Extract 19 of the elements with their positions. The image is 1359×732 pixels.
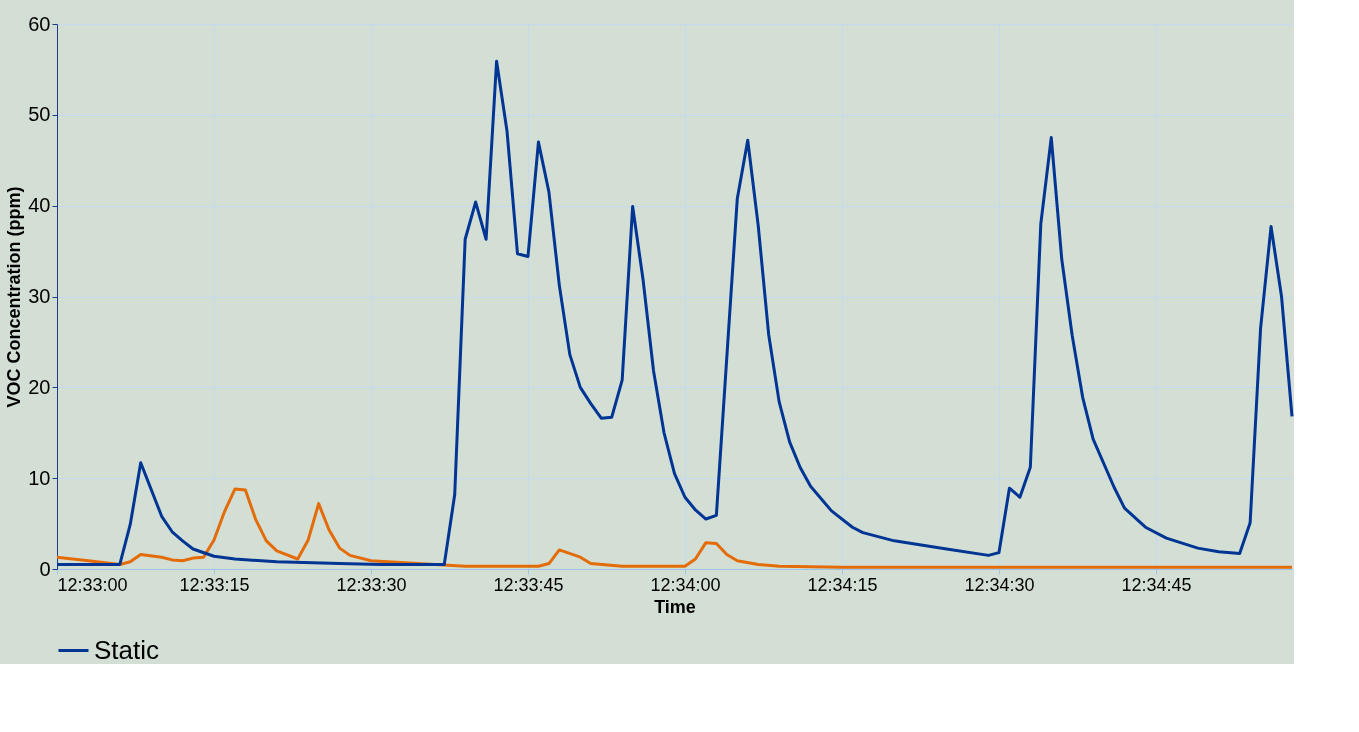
x-tick-label: 12:33:15 bbox=[179, 574, 250, 595]
x-tick-label: 12:33:45 bbox=[493, 574, 564, 595]
line-series bbox=[55, 59, 1294, 566]
x-tick-label: 12:33:00 bbox=[57, 574, 128, 595]
y-tick-label: 30 bbox=[28, 285, 51, 307]
y-tick-label: 20 bbox=[28, 375, 51, 398]
x-axis-title: Time bbox=[654, 596, 696, 617]
y-tick-label: 50 bbox=[28, 103, 51, 126]
x-tick-label: 12:33:30 bbox=[336, 574, 407, 595]
y-axis-title: VOC Concentration (ppm) bbox=[4, 186, 25, 408]
x-tick-label: 12:34:30 bbox=[964, 574, 1035, 595]
y-tick-label: 0 bbox=[39, 557, 51, 580]
y-tick-label: 10 bbox=[28, 466, 51, 489]
y-tick-label: 60 bbox=[28, 12, 51, 35]
x-tick-label: 12:34:45 bbox=[1121, 574, 1192, 595]
legend-label: Static bbox=[94, 634, 160, 665]
y-tick-label: 40 bbox=[28, 194, 51, 217]
x-tick-label: 12:34:00 bbox=[650, 574, 721, 595]
x-tick-label: 12:34:15 bbox=[807, 574, 878, 595]
